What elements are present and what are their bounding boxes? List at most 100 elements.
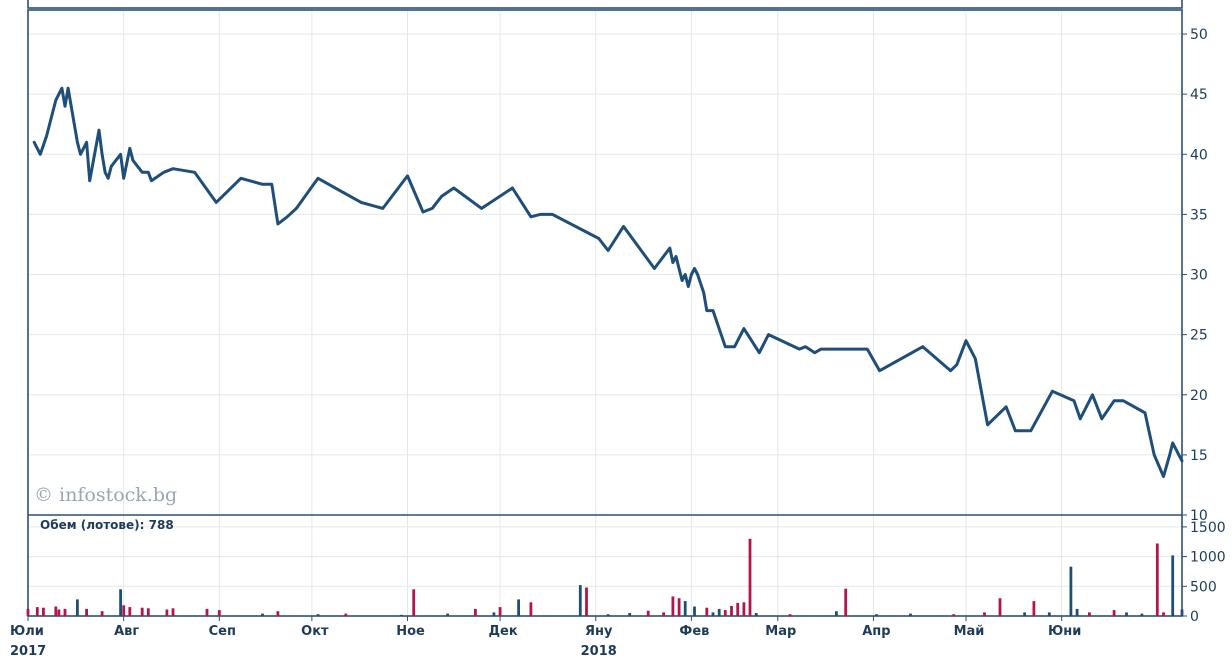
volume-bar	[517, 599, 520, 616]
x-month-label: Апр	[862, 624, 890, 639]
volume-bar	[983, 612, 986, 616]
volume-bar	[748, 538, 752, 616]
volume-bar	[844, 588, 848, 616]
watermark: © infostock.bg	[34, 484, 177, 506]
volume-bar	[276, 611, 280, 616]
volume-bar	[606, 614, 610, 616]
volume-bar	[100, 611, 104, 616]
volume-bar	[788, 614, 792, 616]
volume-bar	[261, 613, 264, 616]
volume-bar	[217, 610, 221, 616]
volume-bar	[742, 602, 746, 616]
x-month-label: Яну	[585, 624, 613, 639]
volume-bar	[1140, 613, 1144, 616]
y-tick-label: 20	[1190, 388, 1208, 404]
y-tick-label-volume: 1000	[1190, 550, 1226, 566]
y-tick-label: 50	[1190, 27, 1208, 43]
volume-bar	[498, 607, 502, 616]
axes: Юли Авг Сеп Окт Ное Дек Яну Фев Мар Апр Май Юни 2017…	[10, 27, 1226, 659]
volume-bar	[998, 598, 1002, 616]
price-series	[32, 86, 1184, 478]
volume-bar	[63, 608, 67, 616]
volume-bar	[730, 605, 733, 616]
x-month-label: Ное	[396, 624, 425, 639]
x-year-label: 2018	[581, 644, 617, 659]
volume-bar	[171, 608, 175, 616]
volume-bar	[140, 607, 144, 616]
volume-bar	[54, 606, 58, 616]
volume-bar	[1075, 608, 1079, 616]
volume-bar	[1088, 612, 1091, 616]
x-month-label: Май	[954, 624, 985, 639]
x-month-label: Сеп	[209, 624, 236, 639]
price-line	[32, 86, 1184, 478]
y-tick-label: 35	[1190, 207, 1208, 223]
chart-frame	[27, 9, 1183, 617]
volume-bar	[446, 613, 449, 616]
volume-bar	[1162, 612, 1165, 616]
volume-bar	[165, 609, 169, 616]
volume-bar	[1047, 612, 1051, 616]
volume-bar	[662, 612, 665, 616]
y-tick-label-volume: 1500	[1190, 520, 1226, 536]
volume-bar	[122, 605, 126, 616]
volume-bar	[400, 614, 403, 616]
volume-bar	[1112, 610, 1116, 616]
volume-bar	[628, 613, 632, 616]
y-tick-label-volume: 500	[1190, 579, 1217, 595]
volume-bar	[1125, 612, 1128, 616]
y-tick-label: 40	[1190, 147, 1208, 163]
volume-bar	[693, 606, 696, 616]
volume-bar	[205, 608, 209, 616]
volume-bar	[529, 602, 533, 616]
volume-bar	[474, 608, 477, 616]
volume-bar	[26, 608, 30, 616]
x-month-label: Юли	[10, 624, 44, 639]
volume-bar	[119, 589, 122, 616]
x-month-label: Юни	[1048, 624, 1081, 639]
x-month-label: Фев	[679, 624, 709, 639]
volume-bar	[1069, 566, 1073, 616]
y-tick-label: 30	[1190, 268, 1208, 284]
volume-bar	[875, 614, 878, 616]
volume-bars	[26, 538, 1184, 616]
y-tick-label: 45	[1190, 87, 1208, 103]
top-caption-box	[27, 0, 1183, 9]
y-tick-label: 10	[1190, 508, 1208, 524]
volume-bar	[646, 610, 650, 616]
volume-bar	[344, 613, 348, 616]
volume-bar	[146, 608, 150, 616]
volume-bar	[1023, 612, 1026, 616]
volume-bar	[835, 611, 838, 616]
volume-bar	[85, 608, 88, 616]
y-tick-label-volume: 0	[1190, 609, 1199, 625]
volume-bar	[1180, 609, 1184, 616]
volume-bar	[492, 612, 496, 616]
volume-bar	[754, 613, 758, 616]
volume-bar	[128, 607, 132, 616]
volume-bar	[42, 607, 45, 616]
x-month-label: Авг	[114, 624, 139, 639]
x-month-label: Мар	[765, 624, 796, 639]
volume-bar	[705, 607, 709, 616]
volume-bar	[412, 589, 416, 616]
y-tick-label: 15	[1190, 448, 1208, 464]
grid	[28, 10, 1182, 616]
volume-bar	[952, 614, 956, 616]
volume-bar	[578, 585, 582, 616]
volume-bar	[35, 607, 39, 616]
volume-bar	[1155, 543, 1159, 616]
volume-bar	[723, 610, 727, 616]
volume-bar	[57, 609, 61, 616]
volume-bar	[711, 612, 715, 616]
volume-label: Обем (лотове): 788	[40, 518, 174, 532]
volume-bar	[1032, 601, 1036, 616]
volume-bar	[585, 587, 588, 616]
x-month-label: Окт	[301, 624, 329, 639]
x-month-label: Дек	[488, 624, 517, 639]
y-tick-label: 25	[1190, 328, 1208, 344]
volume-bar	[1171, 555, 1175, 616]
volume-bar	[736, 602, 740, 616]
